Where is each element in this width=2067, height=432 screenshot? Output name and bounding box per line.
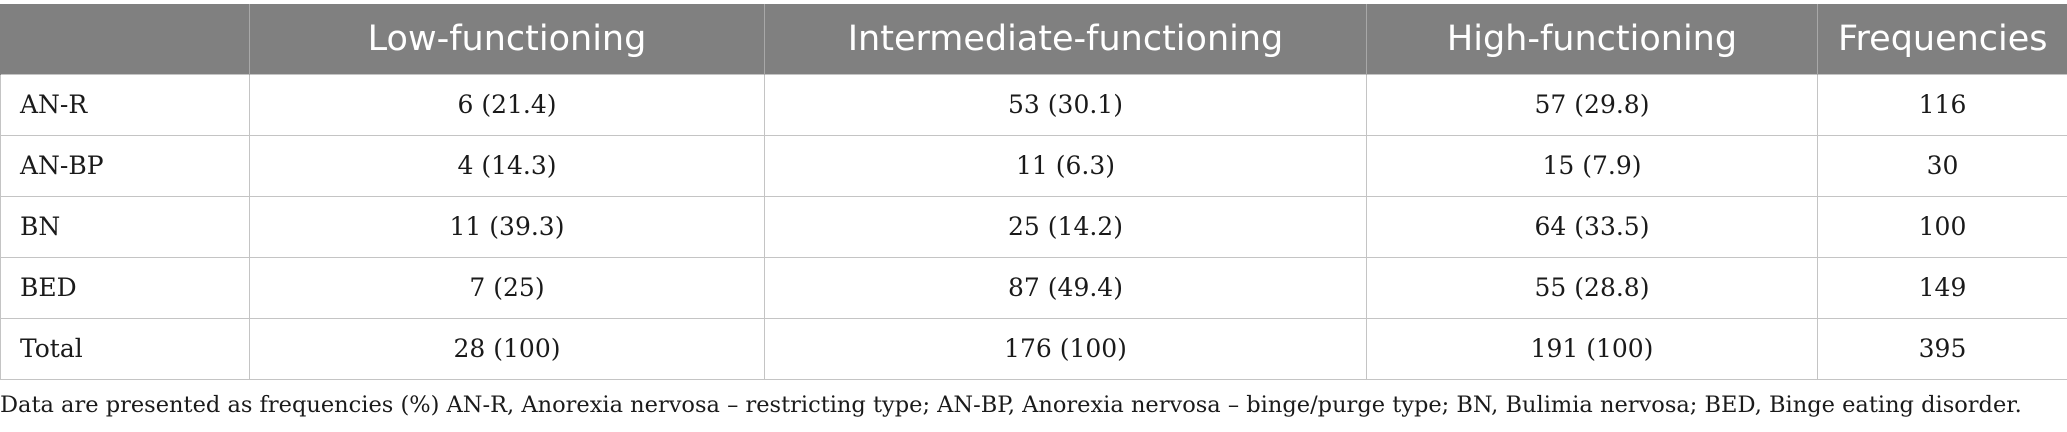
header-cell-low-functioning: Low-functioning [249, 4, 765, 74]
table-body: AN-R 6 (21.4) 53 (30.1) 57 (29.8) 116 AN… [0, 73, 2067, 380]
row-label-total: Total [0, 317, 250, 380]
table-cell: 57 (29.8) [1366, 73, 1818, 136]
table-cell: 395 [1817, 317, 2067, 380]
frequency-table: Low-functioning Intermediate-functioning… [0, 4, 2067, 380]
header-cell-empty [0, 4, 250, 74]
table-cell: 4 (14.3) [249, 134, 765, 197]
table-cell: 149 [1817, 256, 2067, 319]
header-cell-frequencies: Frequencies [1817, 4, 2067, 74]
table-cell: 7 (25) [249, 256, 765, 319]
table-cell: 55 (28.8) [1366, 256, 1818, 319]
table-row: BED 7 (25) 87 (49.4) 55 (28.8) 149 [0, 256, 2067, 319]
header-cell-high-functioning: High-functioning [1366, 4, 1818, 74]
table-cell: 191 (100) [1366, 317, 1818, 380]
row-label-bn: BN [0, 195, 250, 258]
table-cell: 53 (30.1) [764, 73, 1367, 136]
table-row: AN-R 6 (21.4) 53 (30.1) 57 (29.8) 116 [0, 73, 2067, 136]
table-cell: 28 (100) [249, 317, 765, 380]
table-row: BN 11 (39.3) 25 (14.2) 64 (33.5) 100 [0, 195, 2067, 258]
row-label-bed: BED [0, 256, 250, 319]
header-cell-intermediate-functioning: Intermediate-functioning [764, 4, 1367, 74]
table-cell: 116 [1817, 73, 2067, 136]
table-cell: 30 [1817, 134, 2067, 197]
table-cell: 100 [1817, 195, 2067, 258]
table-header: Low-functioning Intermediate-functioning… [0, 4, 2067, 74]
table-cell: 11 (6.3) [764, 134, 1367, 197]
row-label-an-bp: AN-BP [0, 134, 250, 197]
header-row: Low-functioning Intermediate-functioning… [0, 4, 2067, 74]
row-label-an-r: AN-R [0, 73, 250, 136]
table-cell: 25 (14.2) [764, 195, 1367, 258]
table-cell: 176 (100) [764, 317, 1367, 380]
table-cell: 87 (49.4) [764, 256, 1367, 319]
data-table-container: Low-functioning Intermediate-functioning… [0, 4, 2067, 380]
table-cell: 6 (21.4) [249, 73, 765, 136]
table-footnote: Data are presented as frequencies (%) AN… [0, 392, 2022, 418]
table-cell: 15 (7.9) [1366, 134, 1818, 197]
table-cell: 64 (33.5) [1366, 195, 1818, 258]
table-cell: 11 (39.3) [249, 195, 765, 258]
table-row: AN-BP 4 (14.3) 11 (6.3) 15 (7.9) 30 [0, 134, 2067, 197]
table-row-total: Total 28 (100) 176 (100) 191 (100) 395 [0, 317, 2067, 380]
